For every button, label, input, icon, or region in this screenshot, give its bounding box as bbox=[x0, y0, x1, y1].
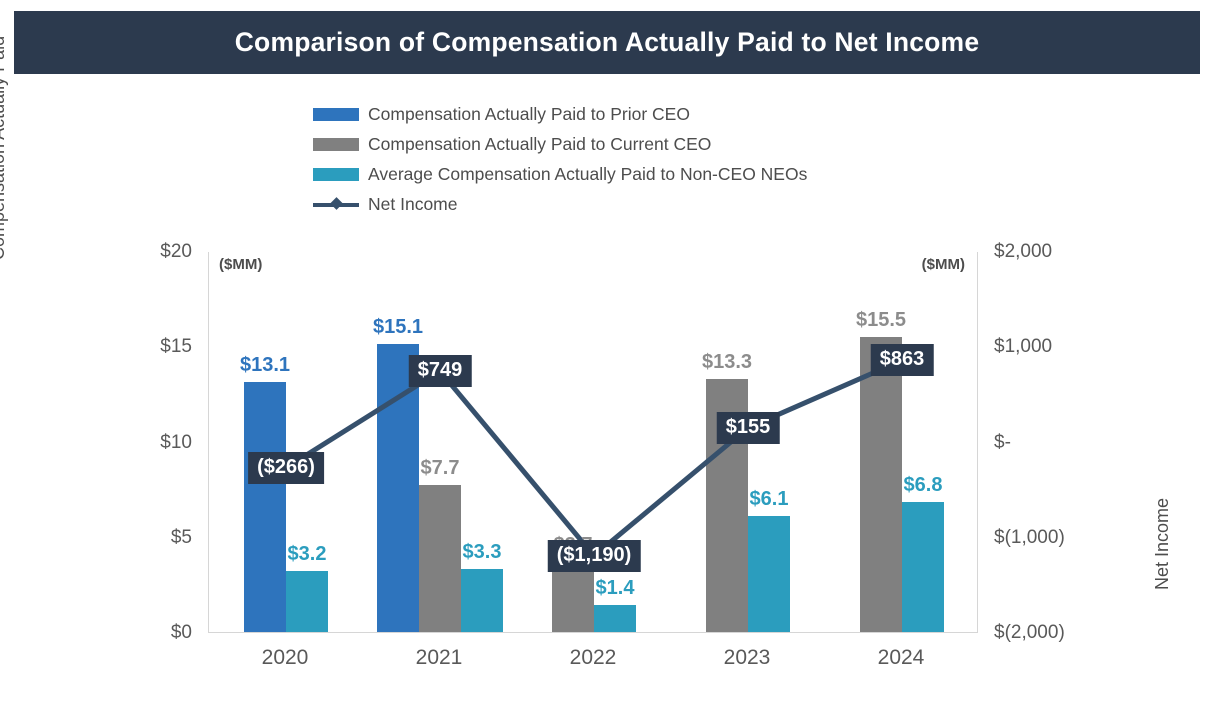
x-tick-2024: 2024 bbox=[877, 646, 925, 669]
bar-label-2024-series-1: $15.5 bbox=[855, 308, 907, 331]
bar-label-2021-series-0: $15.1 bbox=[372, 316, 424, 339]
legend-item-net-income[interactable]: Net Income bbox=[313, 189, 807, 219]
right-tick-0: $2,000 bbox=[994, 241, 1053, 262]
legend-item-non-ceo-neos[interactable]: Average Compensation Actually Paid to No… bbox=[313, 159, 807, 189]
net-income-label-2023: $155 bbox=[716, 411, 780, 444]
right-units-note: ($MM) bbox=[921, 256, 965, 273]
x-tick-2020: 2020 bbox=[261, 646, 309, 669]
bar-2021-series-2[interactable] bbox=[461, 569, 503, 632]
right-tick-1: $1,000 bbox=[994, 336, 1053, 358]
chart-legend: Compensation Actually Paid to Prior CEO … bbox=[313, 99, 807, 219]
left-tick-3: $5 bbox=[170, 526, 192, 548]
bar-2023-series-2[interactable] bbox=[748, 515, 790, 632]
plot-area: ($MM) ($MM) $13.1$3.2$15.1$7.7$3.3$3.7$1… bbox=[208, 252, 978, 633]
bar-label-2023-series-2: $6.1 bbox=[749, 487, 789, 510]
right-tick-3: $(1,000) bbox=[994, 526, 1065, 548]
legend-swatch-prior-ceo-icon bbox=[313, 107, 359, 121]
bar-label-2021-series-2: $3.3 bbox=[462, 541, 502, 564]
left-tick-4: $0 bbox=[170, 622, 192, 643]
x-tick-2022: 2022 bbox=[569, 646, 617, 669]
right-tick-4: $(2,000) bbox=[994, 622, 1065, 643]
bar-label-2020-series-2: $3.2 bbox=[287, 543, 327, 566]
legend-item-prior-ceo[interactable]: Compensation Actually Paid to Prior CEO bbox=[313, 99, 807, 129]
left-tick-1: $15 bbox=[160, 336, 192, 358]
page-title: Comparison of Compensation Actually Paid… bbox=[234, 27, 980, 57]
net-income-polyline bbox=[284, 358, 904, 560]
x-tick-2023: 2023 bbox=[723, 646, 771, 669]
bar-label-2024-series-2: $6.8 bbox=[903, 474, 943, 497]
legend-swatch-current-ceo-icon bbox=[313, 137, 359, 151]
legend-label-prior-ceo: Compensation Actually Paid to Prior CEO bbox=[368, 103, 690, 124]
right-tick-2: $- bbox=[994, 431, 1011, 453]
left-tick-2: $10 bbox=[160, 431, 192, 453]
bar-2024-series-2[interactable] bbox=[902, 502, 944, 632]
bar-label-2023-series-1: $13.3 bbox=[701, 350, 753, 373]
legend-item-current-ceo[interactable]: Compensation Actually Paid to Current CE… bbox=[313, 129, 807, 159]
legend-line-marker-icon bbox=[313, 196, 359, 211]
legend-label-non-ceo-neos: Average Compensation Actually Paid to No… bbox=[368, 163, 808, 184]
legend-label-net-income: Net Income bbox=[368, 193, 458, 214]
net-income-label-2022: ($1,190) bbox=[547, 539, 641, 572]
net-income-label-2020: ($266) bbox=[248, 451, 324, 484]
left-units-note: ($MM) bbox=[219, 256, 263, 273]
net-income-label-2024: $863 bbox=[870, 344, 934, 377]
bar-label-2020-series-0: $13.1 bbox=[239, 354, 291, 377]
bar-2021-series-0[interactable] bbox=[377, 344, 419, 632]
left-tick-0: $20 bbox=[160, 241, 192, 262]
bar-2021-series-1[interactable] bbox=[419, 485, 461, 632]
bar-2020-series-2[interactable] bbox=[286, 571, 328, 632]
legend-swatch-non-ceo-neos-icon bbox=[313, 167, 359, 181]
bar-label-2021-series-1: $7.7 bbox=[420, 457, 460, 480]
chart-title-bar: Comparison of Compensation Actually Paid… bbox=[14, 11, 1200, 74]
legend-label-current-ceo: Compensation Actually Paid to Current CE… bbox=[368, 133, 712, 154]
bar-2024-series-1[interactable] bbox=[860, 336, 902, 632]
net-income-label-2021: $749 bbox=[408, 355, 472, 388]
x-tick-2021: 2021 bbox=[415, 646, 463, 669]
bar-2022-series-1[interactable] bbox=[552, 561, 594, 632]
bar-2020-series-0[interactable] bbox=[244, 382, 286, 632]
bar-label-2022-series-2: $1.4 bbox=[595, 577, 635, 600]
bar-2022-series-2[interactable] bbox=[594, 605, 636, 632]
